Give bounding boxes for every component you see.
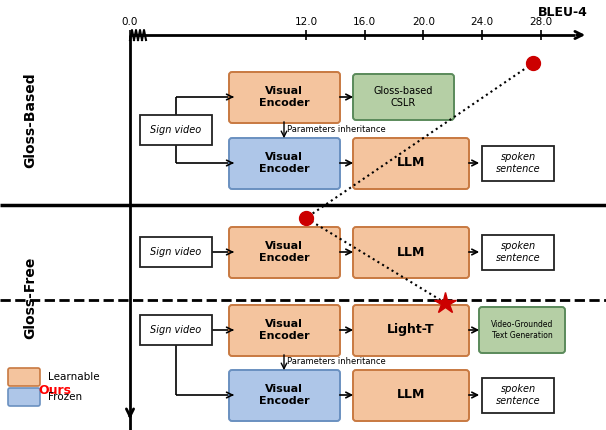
Text: 16.0: 16.0 — [353, 17, 376, 27]
Text: 12.0: 12.0 — [295, 17, 318, 27]
Bar — [482, 378, 554, 413]
Bar — [140, 237, 212, 267]
Text: Learnable: Learnable — [48, 372, 99, 382]
Text: Visual
Encoder: Visual Encoder — [259, 319, 309, 341]
FancyBboxPatch shape — [353, 370, 469, 421]
Text: Visual
Encoder: Visual Encoder — [259, 152, 309, 174]
Text: Gloss-based
CSLR: Gloss-based CSLR — [373, 86, 433, 108]
Text: LLM: LLM — [397, 388, 425, 402]
Text: Light-T: Light-T — [387, 323, 435, 337]
Text: Visual
Encoder: Visual Encoder — [259, 384, 309, 406]
FancyBboxPatch shape — [229, 370, 340, 421]
Text: LLM: LLM — [397, 157, 425, 169]
Text: Gloss-Free: Gloss-Free — [23, 256, 37, 339]
FancyBboxPatch shape — [8, 388, 40, 406]
FancyBboxPatch shape — [8, 368, 40, 386]
Text: Sign video: Sign video — [150, 247, 202, 257]
Text: 28.0: 28.0 — [529, 17, 552, 27]
Text: Parameters inheritance: Parameters inheritance — [287, 357, 385, 366]
Bar — [482, 235, 554, 270]
Text: Visual
Encoder: Visual Encoder — [259, 241, 309, 263]
Text: Frozen: Frozen — [48, 392, 82, 402]
Text: spoken
sentence: spoken sentence — [496, 152, 541, 174]
Text: Video-Grounded
Text Generation: Video-Grounded Text Generation — [491, 320, 553, 340]
Bar — [140, 115, 212, 145]
FancyBboxPatch shape — [353, 74, 454, 120]
FancyBboxPatch shape — [229, 72, 340, 123]
Text: spoken
sentence: spoken sentence — [496, 384, 541, 406]
FancyBboxPatch shape — [353, 227, 469, 278]
FancyBboxPatch shape — [353, 138, 469, 189]
Bar — [140, 315, 212, 345]
Text: Sign video: Sign video — [150, 125, 202, 135]
Text: LLM: LLM — [397, 246, 425, 258]
FancyBboxPatch shape — [353, 305, 469, 356]
Text: BLEU-4: BLEU-4 — [538, 6, 588, 19]
Text: 20.0: 20.0 — [412, 17, 435, 27]
Text: Parameters inheritance: Parameters inheritance — [287, 126, 385, 135]
FancyBboxPatch shape — [229, 227, 340, 278]
Text: Sign video: Sign video — [150, 325, 202, 335]
Text: spoken
sentence: spoken sentence — [496, 241, 541, 263]
FancyBboxPatch shape — [229, 305, 340, 356]
FancyBboxPatch shape — [479, 307, 565, 353]
Text: Gloss-Based: Gloss-Based — [23, 72, 37, 168]
Text: Visual
Encoder: Visual Encoder — [259, 86, 309, 108]
Text: Ours: Ours — [39, 384, 72, 396]
Bar — [482, 146, 554, 181]
Text: 0.0: 0.0 — [122, 17, 138, 27]
Text: 24.0: 24.0 — [470, 17, 493, 27]
FancyBboxPatch shape — [229, 138, 340, 189]
